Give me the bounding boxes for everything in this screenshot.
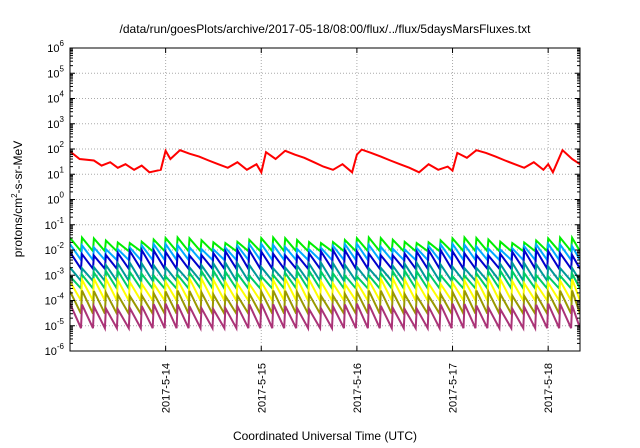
series-line [70,287,580,318]
series-line [70,240,580,263]
y-tick-label: 101 [47,165,64,181]
series-line [70,246,580,273]
x-axis-ticks: 2017-5-14 2017-5-15 2017-5-16 2017-5-17 2017… [161,48,555,413]
y-tick-label: 10-2 [45,241,65,257]
y-tick-label: 100 [47,191,64,207]
y-tick-label: 102 [47,140,64,156]
x-tick-label: 2017-5-16 [352,363,364,413]
data-series [70,148,580,333]
x-tick-label: 2017-5-15 [256,363,268,413]
x-tick-label: 2017-5-14 [161,363,173,413]
grid-lines [70,48,580,351]
y-tick-label: 105 [47,64,64,80]
series-line [70,267,580,292]
x-tick-label: 2017-5-18 [543,363,555,413]
series-line [70,274,580,305]
y-tick-label: 10-4 [45,292,65,308]
y-axis-ticks: 10-6 10-5 10-4 10-3 10-2 10-1 100 101 102 103 104 1… [45,39,580,358]
y-tick-label: 10-1 [45,216,65,232]
chart-title: /data/run/goesPlots/archive/2017-05-18/0… [120,22,532,36]
y-tick-label: 103 [47,115,64,131]
y-tick-label: 10-3 [45,266,65,282]
y-axis-label: protons/cm2-s-sr-MeV [10,141,25,257]
x-tick-label: 2017-5-17 [448,363,460,413]
x-axis-label: Coordinated Universal Time (UTC) [233,429,417,443]
y-tick-label: 106 [47,39,64,55]
series-line [70,148,580,175]
series-line [70,302,580,333]
series-line [70,259,580,285]
y-tick-label: 104 [47,90,64,106]
y-tick-label: 10-6 [45,342,65,358]
series-line [70,234,580,254]
y-tick-label: 10-5 [45,317,65,333]
